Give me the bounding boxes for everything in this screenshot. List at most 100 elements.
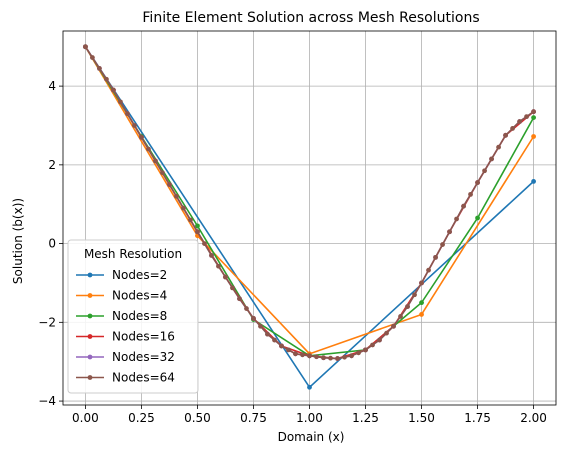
data-point — [419, 280, 424, 286]
data-point — [167, 182, 172, 187]
data-point — [461, 203, 466, 209]
data-point — [293, 351, 298, 357]
y-tick-label: 0 — [48, 237, 56, 251]
data-point — [384, 330, 389, 336]
y-axis-label: Solution (b(x)) — [11, 198, 25, 284]
legend-swatch-marker — [87, 313, 93, 319]
data-point — [426, 267, 431, 273]
data-point — [475, 180, 480, 185]
chart-title: Finite Element Solution across Mesh Reso… — [142, 10, 479, 26]
data-point — [412, 292, 417, 298]
data-point — [195, 223, 200, 229]
data-point — [314, 354, 319, 360]
data-point — [370, 342, 375, 348]
legend-entry-label: Nodes=64 — [112, 371, 175, 385]
data-point — [216, 263, 221, 269]
data-point — [335, 356, 340, 361]
data-point — [230, 285, 235, 291]
legend: Mesh Resolution Nodes=2 Nodes=4 Nodes=8 Nod… — [67, 239, 199, 394]
data-point — [405, 304, 410, 309]
y-tick-label: −2 — [38, 315, 56, 329]
series-nodes-64 — [83, 44, 536, 361]
data-point — [125, 111, 130, 117]
data-point — [237, 296, 242, 302]
data-point — [202, 241, 207, 246]
legend-swatch-marker — [87, 293, 93, 298]
data-point — [258, 323, 263, 329]
data-point — [524, 114, 529, 120]
y-tick-label: 4 — [48, 79, 56, 93]
data-point — [118, 99, 123, 105]
data-point — [531, 109, 536, 115]
series-layer — [83, 44, 536, 390]
data-point — [104, 76, 109, 82]
data-point — [440, 242, 445, 247]
x-tick-label: 0.25 — [128, 411, 155, 425]
legend-entry-label: Nodes=8 — [112, 309, 167, 323]
data-point — [139, 134, 144, 140]
legend-swatch-marker — [87, 354, 93, 360]
legend-swatch-marker — [87, 334, 93, 339]
data-point — [377, 337, 382, 343]
data-point — [419, 312, 424, 317]
data-point — [132, 123, 137, 128]
data-point — [391, 323, 396, 329]
legend-swatch-marker — [87, 272, 93, 278]
data-point — [419, 300, 424, 306]
data-point — [433, 254, 438, 260]
data-point — [188, 217, 193, 223]
data-point — [398, 314, 403, 319]
x-tick-label: 1.50 — [408, 411, 435, 425]
data-point — [307, 384, 312, 390]
data-point — [447, 229, 452, 235]
data-point — [272, 337, 277, 343]
data-point — [468, 191, 473, 197]
x-tick-label: 1.75 — [464, 411, 491, 425]
data-point — [195, 229, 200, 235]
data-point — [251, 315, 256, 321]
x-axis-label: Domain (x) — [278, 430, 345, 444]
legend-entry-label: Nodes=16 — [112, 330, 175, 344]
data-point — [111, 87, 116, 93]
data-point — [356, 350, 361, 356]
x-tick-label: 2.00 — [520, 411, 547, 425]
data-point — [342, 354, 347, 360]
data-point — [223, 274, 228, 280]
x-tick-label: 1.00 — [296, 411, 323, 425]
data-point — [279, 343, 284, 349]
data-point — [97, 66, 102, 71]
data-point — [531, 178, 536, 184]
data-point — [475, 215, 480, 221]
data-point — [363, 347, 368, 353]
x-tick-label: 0.50 — [184, 411, 211, 425]
data-point — [482, 168, 487, 174]
data-point — [153, 158, 158, 164]
data-point — [265, 331, 270, 337]
x-tick-label: 0.75 — [240, 411, 267, 425]
data-point — [503, 132, 508, 138]
legend-entry-label: Nodes=32 — [112, 350, 175, 364]
data-point — [496, 144, 501, 150]
data-point — [146, 146, 151, 152]
data-point — [244, 306, 249, 311]
data-point — [90, 55, 95, 60]
x-tick-label: 0.00 — [72, 411, 99, 425]
y-tick-label: 2 — [48, 158, 56, 172]
legend-swatch-marker — [87, 375, 93, 380]
data-point — [321, 355, 326, 361]
data-point — [174, 193, 179, 199]
data-point — [83, 44, 88, 50]
data-point — [489, 156, 494, 162]
axis-ticks: 0.00 0.25 0.50 0.75 1.00 1.25 1.50 1.75 2.00 −4 −2… — [38, 79, 547, 425]
data-point — [454, 216, 459, 222]
data-point — [349, 353, 354, 359]
data-point — [517, 119, 522, 124]
data-point — [300, 352, 305, 358]
data-point — [307, 353, 312, 359]
legend-entry-label: Nodes=4 — [112, 289, 167, 303]
data-point — [328, 355, 333, 361]
legend-entry-label: Nodes=2 — [112, 268, 167, 282]
data-point — [531, 134, 536, 139]
legend-box — [67, 239, 199, 394]
